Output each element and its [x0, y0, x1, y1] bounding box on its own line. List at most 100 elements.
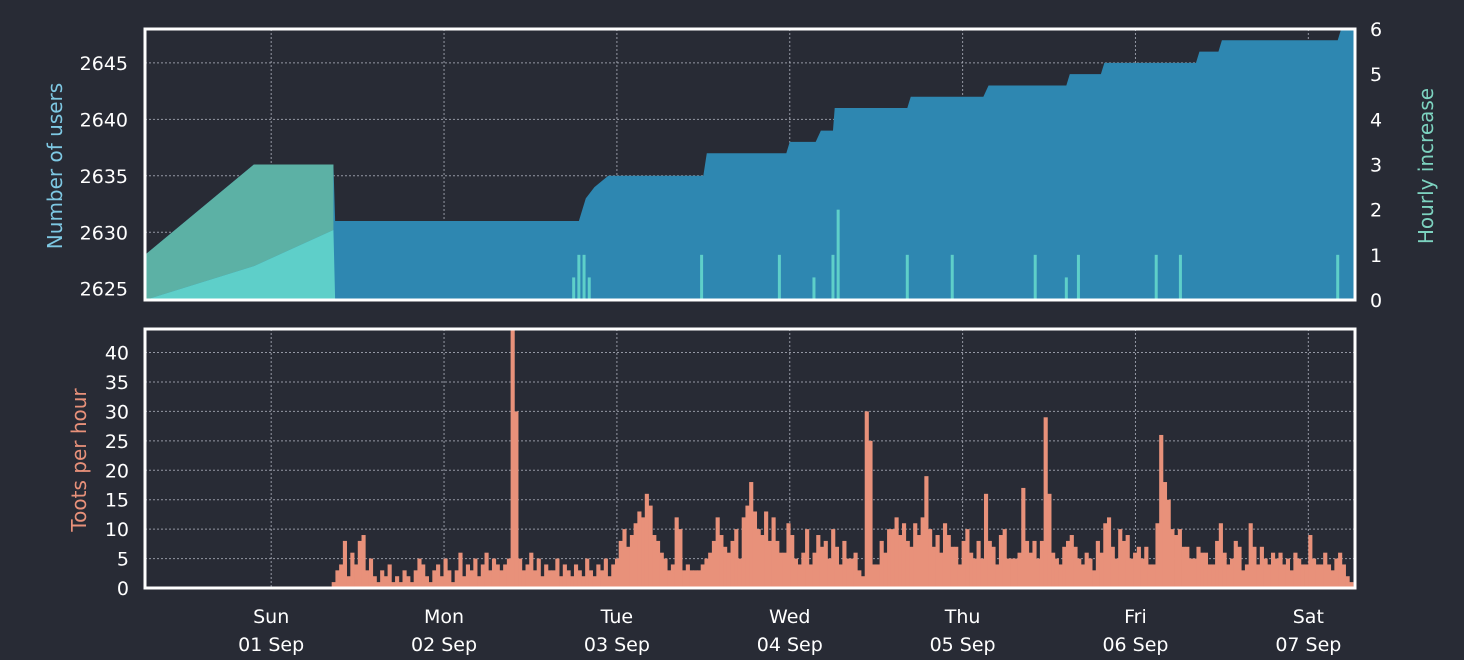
toots-bar-80	[629, 535, 635, 588]
toots-bar-141	[857, 570, 862, 588]
toots-bar-19	[402, 570, 407, 588]
toots-bar-167	[954, 546, 959, 588]
toots-bar-164	[942, 523, 948, 588]
toots-bar-67	[581, 576, 586, 588]
users-left-tick-0: 2625	[80, 279, 128, 301]
x-tick-weekday-0: Sun	[253, 606, 289, 628]
users-right-tick-6: 6	[1370, 19, 1382, 41]
toots-bar-173	[976, 540, 981, 588]
toots-bar-11	[372, 576, 377, 588]
users-right-tick-4: 4	[1370, 109, 1382, 131]
toots-bar-257	[1289, 570, 1294, 588]
toots-bar-268	[1330, 570, 1335, 588]
toots-bar-121	[782, 552, 787, 588]
toots-bar-135	[834, 546, 840, 588]
toots-bar-133	[827, 558, 832, 588]
toots-bar-248	[1256, 564, 1261, 588]
toots-bar-263	[1311, 558, 1317, 588]
toots-bar-109	[737, 558, 743, 588]
toots-bar-40	[480, 564, 485, 588]
toots-bar-86	[652, 535, 657, 588]
toots-bar-63	[566, 570, 571, 588]
toots-bar-170	[965, 529, 970, 588]
toots-bar-273	[1349, 582, 1354, 588]
toots-bar-139	[849, 558, 854, 588]
toots-bar-115	[760, 535, 765, 588]
toots-bar-97	[693, 570, 698, 588]
toots-bar-244	[1241, 570, 1246, 588]
toots-bar-165	[946, 535, 951, 588]
toots-bar-240	[1226, 564, 1231, 588]
toots-bar-52	[525, 564, 530, 588]
toots-series	[331, 329, 1354, 588]
toots-bar-85	[648, 505, 653, 588]
users-right-tick-0: 0	[1370, 290, 1382, 312]
toots-left-tick-1: 5	[117, 549, 129, 571]
toots-bar-222	[1159, 434, 1164, 588]
toots-bar-15	[387, 564, 392, 588]
x-tick-weekday-4: Thu	[944, 606, 981, 628]
toots-bar-13	[380, 570, 385, 588]
toots-bar-159	[924, 476, 929, 588]
toots-bar-177	[991, 546, 996, 588]
toots-bar-148	[883, 552, 888, 588]
toots-bar-95	[685, 564, 690, 588]
toots-bar-143	[864, 411, 869, 588]
toots-bar-232	[1196, 546, 1201, 588]
toots-bar-110	[741, 517, 746, 588]
increase-band	[145, 164, 334, 300]
toots-bar-199	[1073, 546, 1078, 588]
toots-bar-183	[1013, 558, 1018, 588]
toots-bar-98	[696, 570, 702, 588]
toots-bar-219	[1147, 564, 1153, 588]
toots-bar-172	[972, 558, 977, 588]
toots-left-tick-0: 0	[117, 578, 129, 600]
toots-bar-188	[1032, 540, 1037, 588]
toots-bar-68	[585, 558, 590, 588]
toots-bar-264	[1315, 564, 1320, 588]
toots-bar-210	[1114, 558, 1119, 588]
toots-bar-90	[667, 570, 672, 588]
toots-bar-43	[491, 558, 497, 588]
toots-bar-25	[424, 576, 429, 588]
toots-bar-204	[1092, 570, 1097, 588]
users-area	[145, 29, 1355, 300]
x-tick-date-6: 07 Sep	[1275, 634, 1341, 656]
users-left-axis-title: Number of users	[43, 83, 67, 249]
toots-bar-1	[335, 570, 340, 588]
hourly-increase-spike-7	[831, 254, 835, 300]
toots-bar-208	[1106, 517, 1112, 588]
hourly-increase-spike-16	[1336, 254, 1340, 300]
toots-bar-174	[980, 558, 985, 588]
toots-bar-96	[689, 570, 694, 588]
toots-bar-140	[853, 552, 858, 588]
x-tick-weekday-6: Sat	[1293, 606, 1324, 628]
toots-bar-20	[406, 576, 411, 588]
toots-bar-155	[909, 546, 914, 588]
toots-bar-38	[473, 558, 478, 588]
toots-bar-27	[432, 570, 437, 588]
toots-bar-123	[790, 535, 795, 588]
toots-bar-69	[588, 570, 594, 588]
toots-bar-186	[1024, 540, 1030, 588]
toots-bar-31	[447, 570, 452, 588]
toots-bar-14	[383, 576, 388, 588]
toots-bar-175	[983, 493, 989, 588]
toots-bar-200	[1077, 558, 1082, 588]
toots-left-tick-4: 20	[105, 460, 129, 482]
toots-bar-265	[1319, 564, 1324, 588]
toots-bar-64	[570, 576, 575, 588]
toots-bar-252	[1270, 552, 1276, 588]
toots-bar-147	[879, 540, 884, 588]
x-tick-date-1: 02 Sep	[411, 634, 477, 656]
toots-bar-102	[711, 540, 717, 588]
toots-bar-237	[1215, 540, 1220, 588]
toots-bar-130	[816, 535, 821, 588]
toots-bar-269	[1334, 558, 1339, 588]
toots-left-tick-8: 40	[105, 343, 129, 365]
toots-bar-59	[551, 570, 556, 588]
toots-left-axis-title: Toots per hour	[67, 388, 91, 533]
toots-bar-221	[1155, 523, 1160, 588]
toots-bar-191	[1043, 417, 1048, 588]
toots-bar-2	[339, 564, 344, 588]
